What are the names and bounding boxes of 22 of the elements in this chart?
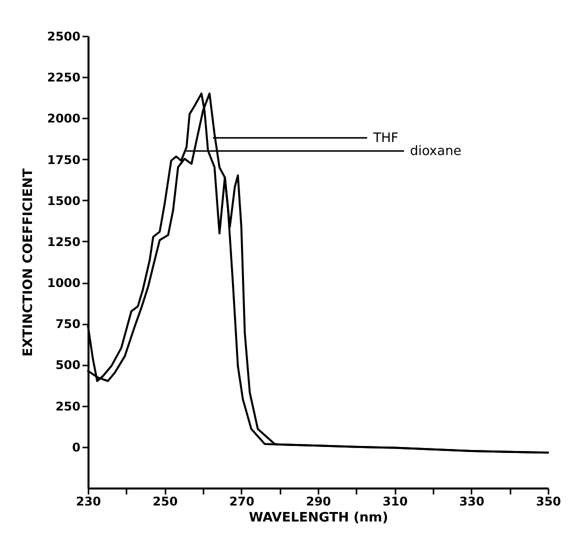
y-tick-label: 1250 xyxy=(47,234,80,249)
y-tick-label: 500 xyxy=(55,358,80,372)
x-tick-label: 270 xyxy=(229,494,254,508)
y-tick-label: 1500 xyxy=(47,194,80,208)
x-tick-label: 250 xyxy=(152,494,178,508)
y-axis-title: EXTINCTION COEFFICIENT xyxy=(21,168,36,357)
x-tick-label: 330 xyxy=(459,494,484,508)
x-tick-label: 230 xyxy=(76,494,102,508)
y-tick-label: 0 xyxy=(72,440,80,454)
x-tick-label: 350 xyxy=(536,494,562,508)
y-tick-label: 750 xyxy=(55,317,80,332)
x-axis-title: WAVELENGTH (nm) xyxy=(248,510,388,526)
annotation: THF xyxy=(372,130,398,146)
y-tick-label: 2500 xyxy=(47,30,80,44)
y-tick-label: 1000 xyxy=(47,276,80,290)
x-tick-label: 290 xyxy=(306,494,332,508)
y-tick-label: 2000 xyxy=(47,112,80,126)
x-tick-label: 310 xyxy=(382,494,408,508)
annotation: dioxane xyxy=(410,144,462,160)
y-tick-label: 2250 xyxy=(47,70,80,85)
y-tick-label: 1750 xyxy=(47,152,80,167)
y-tick-label: 250 xyxy=(55,399,80,414)
